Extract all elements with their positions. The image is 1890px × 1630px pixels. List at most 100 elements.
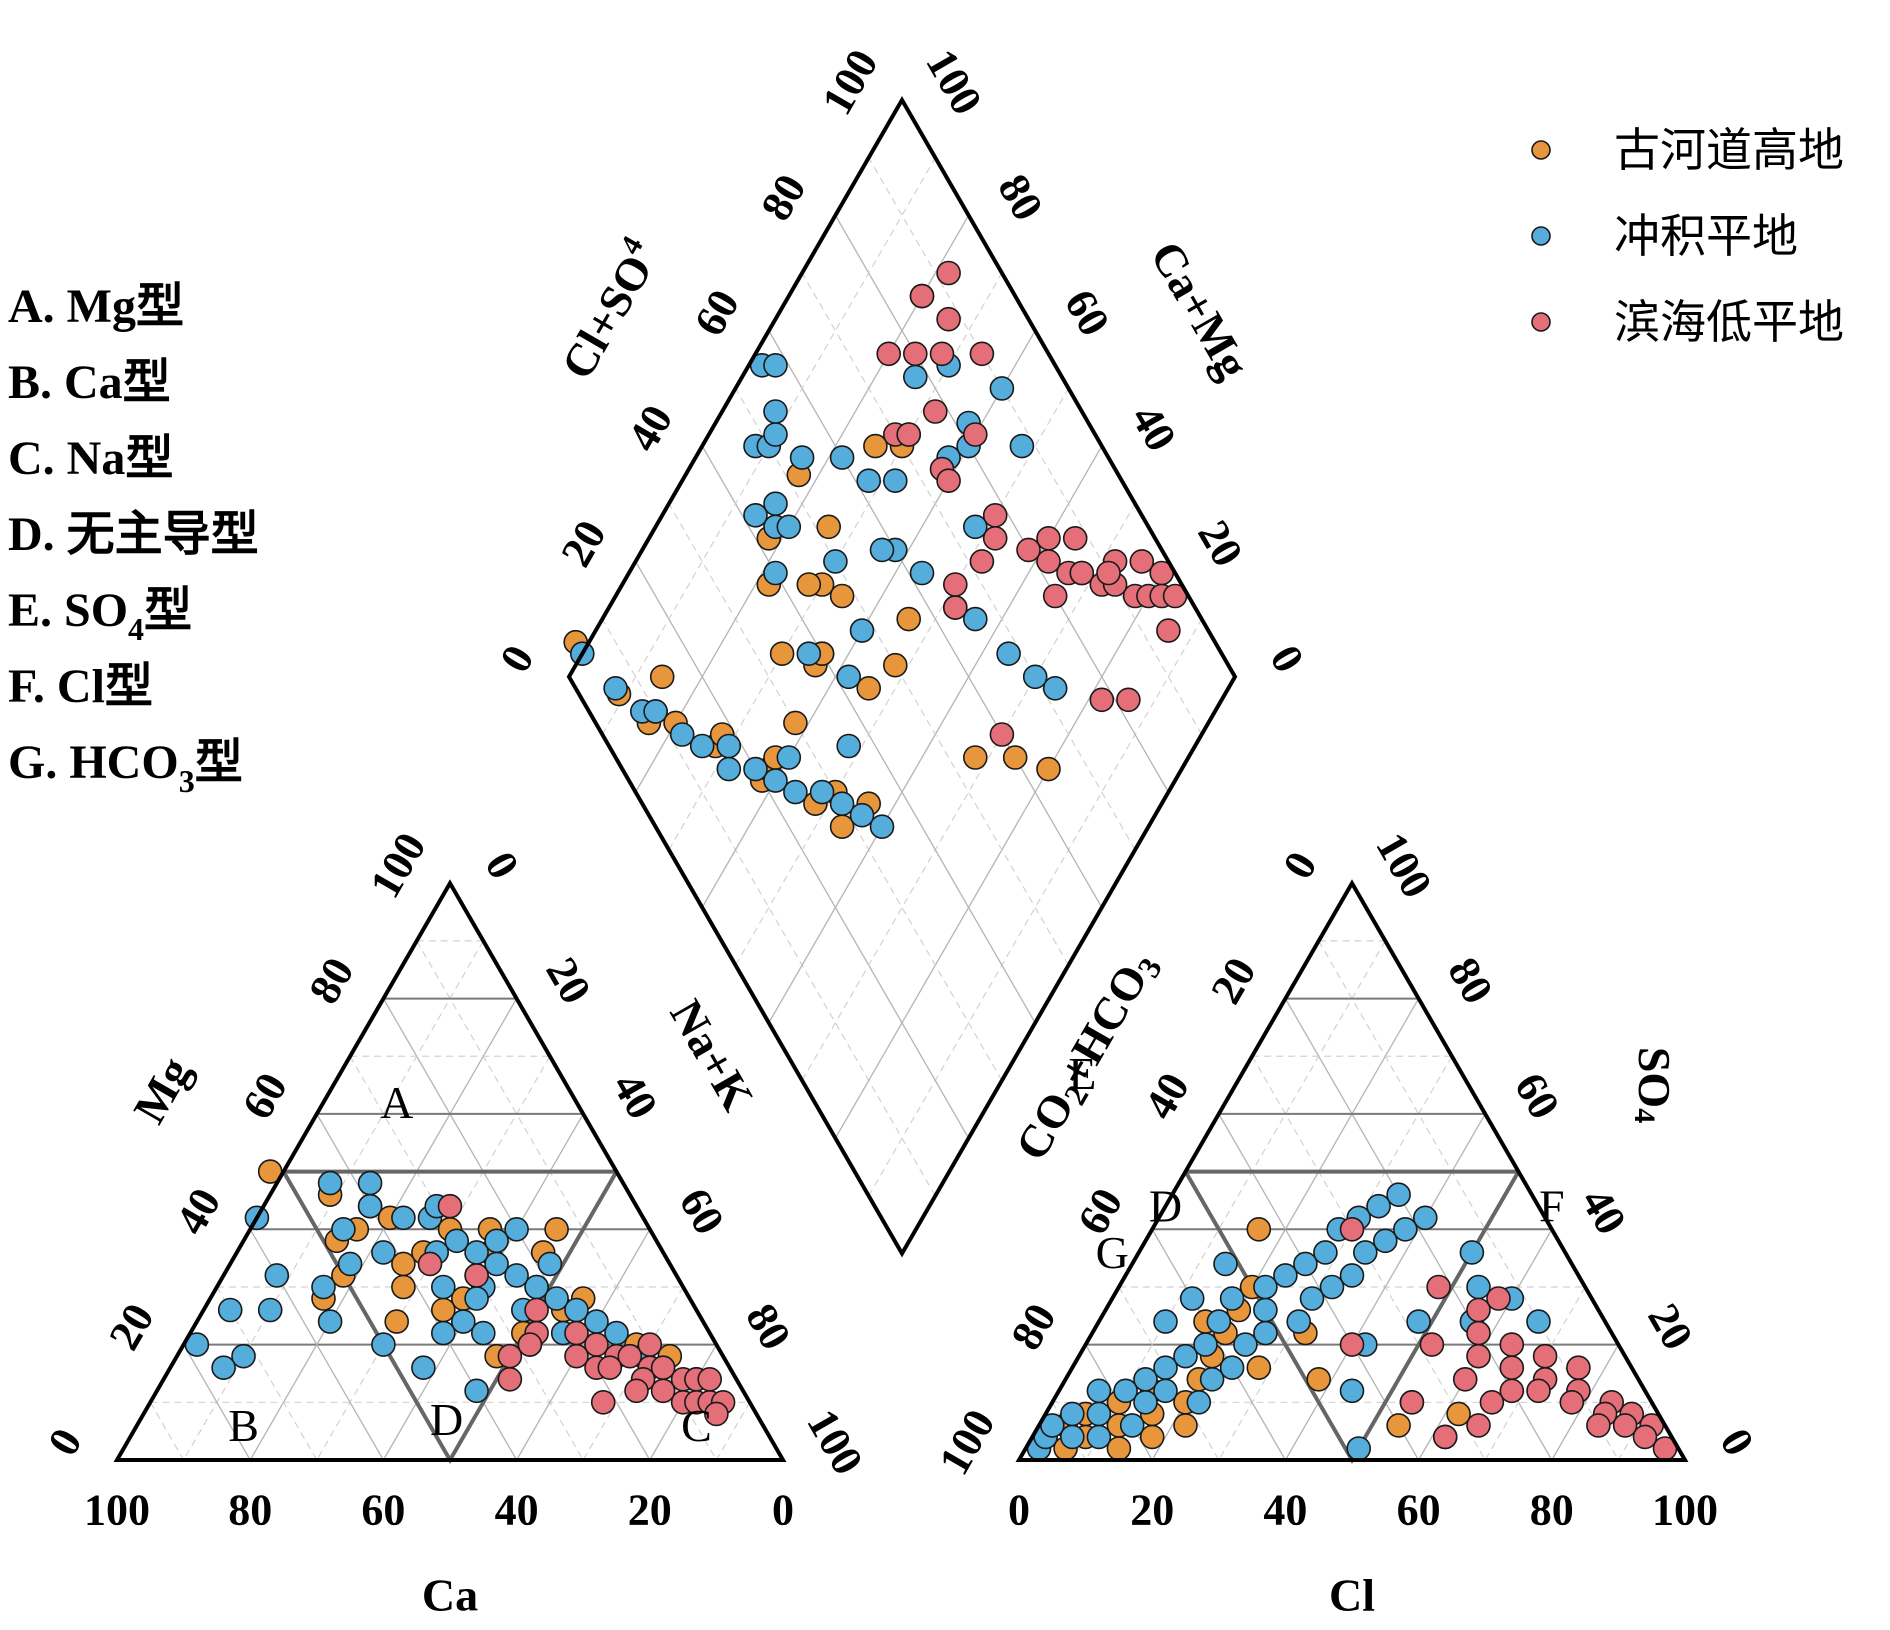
diamond-gridline-a [668,503,1003,1081]
anion-point [1253,1274,1278,1300]
anion-point [1153,1355,1178,1380]
anion-point [1153,1309,1178,1334]
cation-point [697,1367,723,1392]
anion-point [1213,1251,1238,1277]
anion-right-axis-title: SO4 [1629,1047,1681,1123]
cation-left-tick-label: 100 [360,824,435,906]
cation-point [411,1355,436,1380]
diamond-point [743,502,768,528]
diamond-point [1042,675,1068,701]
diamond-point [922,399,948,424]
anion-point [1173,1413,1198,1438]
anion-point [1426,1274,1451,1300]
diamond-point [909,560,935,586]
diamond-right-tick-label: 60 [1055,281,1119,344]
type-legend-entry: A. Mg型 [8,280,184,333]
diamond-point [962,422,988,447]
type-legend-label: Na型 [67,432,174,485]
type-legend-key: G. [8,736,69,789]
cation-point [450,1309,476,1334]
anion-point [1339,1217,1365,1242]
diamond-point [869,537,895,563]
diamond-gridline-b [801,503,1136,1081]
type-legend-label: SO [64,584,128,637]
diamond-right-tick-label: 20 [1188,512,1252,575]
cation-bottom-tick-label: 40 [495,1486,539,1535]
type-legend-suffix: 型 [144,584,192,637]
anion-point [1499,1355,1525,1380]
anion-point [1459,1240,1485,1265]
anion-point [1466,1343,1491,1369]
diamond-point [856,468,882,494]
diamond-point [989,722,1015,747]
diamond-point [863,433,888,459]
diamond-point [969,549,995,574]
diamond-point [763,399,788,424]
anion-point [1133,1390,1158,1415]
diamond-point [763,491,788,517]
diamond-point [743,756,768,782]
legend-marker-icon [1531,226,1551,246]
anion-left-tick-label: 40 [1135,1065,1199,1128]
zone-label-b: B [228,1400,259,1451]
cation-point [517,1332,543,1357]
cation-point [317,1170,343,1196]
cation-right-tick-label: 40 [603,1065,667,1128]
cation-point [544,1217,569,1242]
type-legend-label: Cl型 [57,660,153,713]
diamond-point [829,583,855,609]
type-legend-key: B. [8,356,64,409]
anion-point [1246,1217,1272,1242]
anion-point [1273,1263,1298,1288]
anion-left-tick-label: 80 [1001,1295,1065,1358]
anion-bottom-tick-label: 80 [1530,1486,1574,1535]
cation-point [430,1274,456,1300]
anion-right-tick-label: 100 [1366,824,1441,906]
cation-bottom-tick-label: 60 [361,1486,405,1535]
diamond-point [783,779,808,805]
anion-bottom-tick-label: 20 [1130,1486,1174,1535]
cation-gridline-l [416,940,717,1461]
type-legend-entry: F. Cl型 [8,660,153,713]
diamond-point [969,341,995,367]
diamond-point [823,549,848,574]
anion-point [1193,1332,1218,1357]
cation-point [590,1390,616,1415]
anion-point [1233,1332,1258,1357]
anion-point [1612,1413,1638,1438]
diamond-point [763,352,788,378]
anion-point [1139,1424,1165,1450]
anion-point [1313,1240,1338,1265]
diamond-point [1116,687,1141,713]
type-legend-key: D. [8,508,67,561]
diamond-point [982,525,1008,551]
diamond-point [896,606,922,632]
anion-point [1119,1413,1145,1438]
cation-point [564,1343,589,1369]
diamond-point [1036,549,1061,574]
diamond-point [929,341,955,367]
anion-left-tick-label: 20 [1201,949,1265,1012]
cation-right-tick-label: 0 [475,843,528,887]
point-layer [184,260,1678,1461]
diamond-gridline-b [601,157,936,735]
cation-point [470,1320,496,1346]
diamond-left-tick-label: 20 [551,512,615,575]
cation-point [544,1286,569,1311]
diamond-point [1036,756,1061,782]
anion-point [1632,1424,1658,1450]
anion-point [1293,1251,1318,1277]
zone-label-g: G [1096,1227,1129,1278]
anion-gridline-r [1085,940,1386,1461]
anion-point [1060,1401,1085,1427]
cation-bottom-tick-label: 100 [84,1486,150,1535]
anion-bottom-tick-label: 40 [1263,1486,1307,1535]
anion-point [1446,1401,1471,1427]
cation-point [257,1297,283,1323]
diamond-right-tick-label: 40 [1122,397,1186,460]
zone-label-c: C [681,1400,712,1451]
anion-point [1466,1413,1491,1438]
diamond-point [1022,664,1048,690]
cation-right-tick-label: 100 [797,1401,872,1483]
cation-point [464,1240,489,1265]
